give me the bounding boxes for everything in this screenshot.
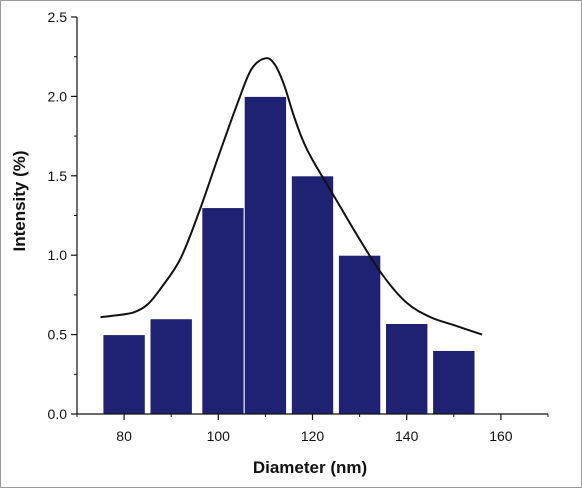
y-tick-label: 2.5 [48, 9, 68, 25]
y-tick-label: 1.5 [48, 168, 68, 184]
bar-8 [432, 349, 476, 415]
bar-6 [337, 254, 382, 415]
x-axis-label: Diameter (nm) [253, 458, 367, 477]
y-tick-label: 0.5 [48, 327, 68, 343]
bar-4 [243, 95, 288, 415]
x-tick-label: 140 [395, 428, 419, 444]
axes-group: 0.0 0.5 1.0 1.5 2.0 2.5 80 100 120 140 160 [48, 9, 549, 444]
bar-3 [201, 207, 245, 415]
x-tick-label: 160 [489, 428, 513, 444]
bar-5 [290, 175, 335, 415]
y-tick-label: 1.0 [48, 247, 68, 263]
distribution-curve [100, 57, 483, 336]
y-tick-label: 2.0 [48, 88, 68, 104]
x-tick-label: 100 [207, 428, 231, 444]
y-tick-label: 0.0 [48, 406, 68, 422]
y-axis-label: Intensity (%) [10, 150, 29, 251]
bar-7 [385, 322, 429, 415]
x-tick-label: 120 [301, 428, 325, 444]
x-tick-label: 80 [116, 428, 132, 444]
bar-1 [102, 334, 146, 415]
bar-2 [149, 318, 193, 415]
bars-group [102, 95, 476, 415]
